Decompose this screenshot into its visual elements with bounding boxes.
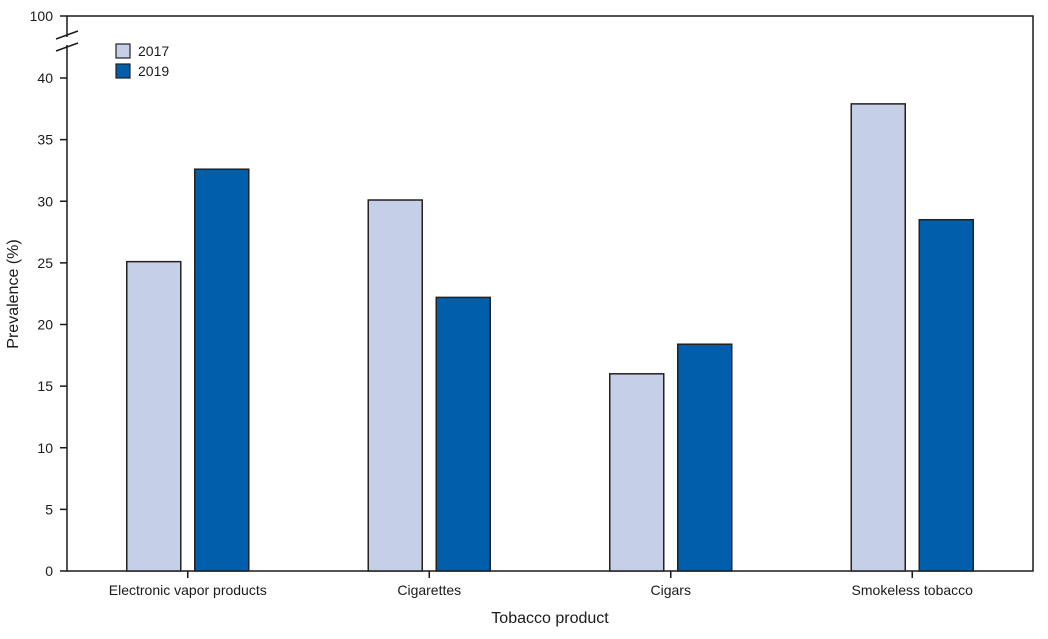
legend-swatch-2017 xyxy=(115,43,131,59)
bar-2017-2 xyxy=(609,373,665,572)
y-tick-label-break: 100 xyxy=(30,8,54,24)
legend: 2017 2019 xyxy=(115,43,169,79)
bar-2017-1 xyxy=(367,199,423,572)
y-tick-label: 30 xyxy=(37,193,53,209)
x-tick-label: Cigars xyxy=(651,582,691,598)
y-tick-label: 10 xyxy=(37,440,53,456)
bar-2019-3 xyxy=(918,218,974,572)
bars xyxy=(126,103,974,572)
axis-break-mark-upper xyxy=(55,30,79,40)
y-tick-label: 35 xyxy=(37,132,53,148)
y-axis: 0 5 10 15 20 25 30 35 40 xyxy=(37,70,67,579)
x-tick-label: Cigarettes xyxy=(397,582,461,598)
axis-break xyxy=(55,30,79,52)
legend-label-2019: 2019 xyxy=(138,63,169,79)
x-tick-label: Smokeless tobacco xyxy=(852,582,974,598)
axis-break-mark-lower xyxy=(55,42,79,52)
bar-2019-0 xyxy=(194,168,250,572)
bar-2017-0 xyxy=(126,260,182,572)
axis-break-gap xyxy=(59,37,75,45)
y-tick-label: 0 xyxy=(45,563,53,579)
x-tick-label: Electronic vapor products xyxy=(109,582,267,598)
x-axis-title: Tobacco product xyxy=(491,610,609,627)
bar-2019-1 xyxy=(435,296,491,572)
y-tick-label: 40 xyxy=(37,70,53,86)
plot-frame xyxy=(66,15,1034,572)
x-axis: Electronic vapor products Cigarettes Cigar… xyxy=(109,571,973,598)
bar-2017-3 xyxy=(850,103,906,572)
y-tick-label: 15 xyxy=(37,378,53,394)
y-tick-label: 5 xyxy=(45,501,53,517)
y-tick-label: 20 xyxy=(37,317,53,333)
legend-swatch-2019 xyxy=(115,63,131,79)
y-axis-title: Prevalence (%) xyxy=(5,239,22,348)
legend-label-2017: 2017 xyxy=(138,43,169,59)
y-tick-label: 25 xyxy=(37,255,53,271)
bar-2019-2 xyxy=(677,343,733,572)
